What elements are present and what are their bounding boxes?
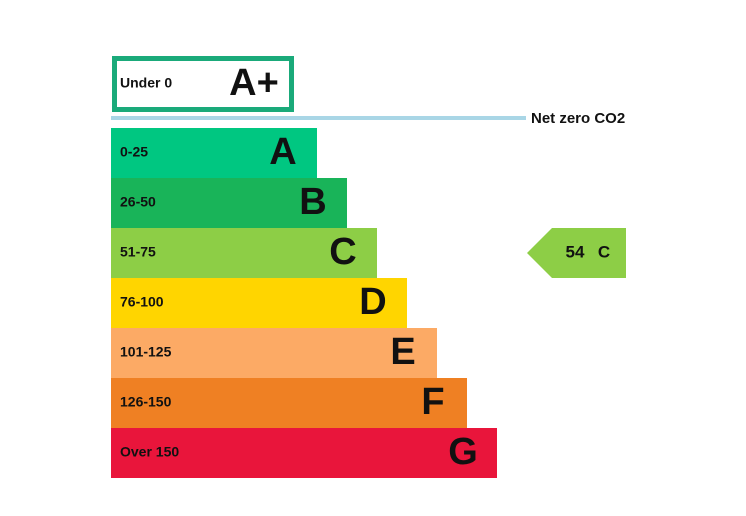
top-band-box [112,56,294,112]
rating-arrow [527,228,626,278]
band-range: 126-150 [120,394,172,410]
band-bar [111,328,437,378]
band-range: 26-50 [120,194,156,210]
band-letter: E [390,331,415,373]
band-bar [111,128,317,178]
band-bar [111,178,347,228]
band-bar [111,278,407,328]
band-bar [111,378,467,428]
band-letter: B [299,181,326,223]
top-band-range: Under 0 [120,75,172,91]
band-bar [111,428,497,478]
band-range: 101-125 [120,344,172,360]
band-letter: A [269,131,296,173]
net-zero-label: Net zero CO2 [531,110,625,127]
band-bar [111,228,377,278]
band-letter: F [421,381,444,423]
band-range: 51-75 [120,244,156,260]
band-letter: C [329,231,356,273]
band-letter: D [359,281,386,323]
top-band-letter: A+ [229,62,279,104]
indicator-score: 54 [566,242,585,261]
band-range: Over 150 [120,444,179,460]
band-range: 0-25 [120,144,148,160]
indicator-letter: C [598,242,610,261]
band-letter: G [448,431,478,473]
band-range: 76-100 [120,294,164,310]
